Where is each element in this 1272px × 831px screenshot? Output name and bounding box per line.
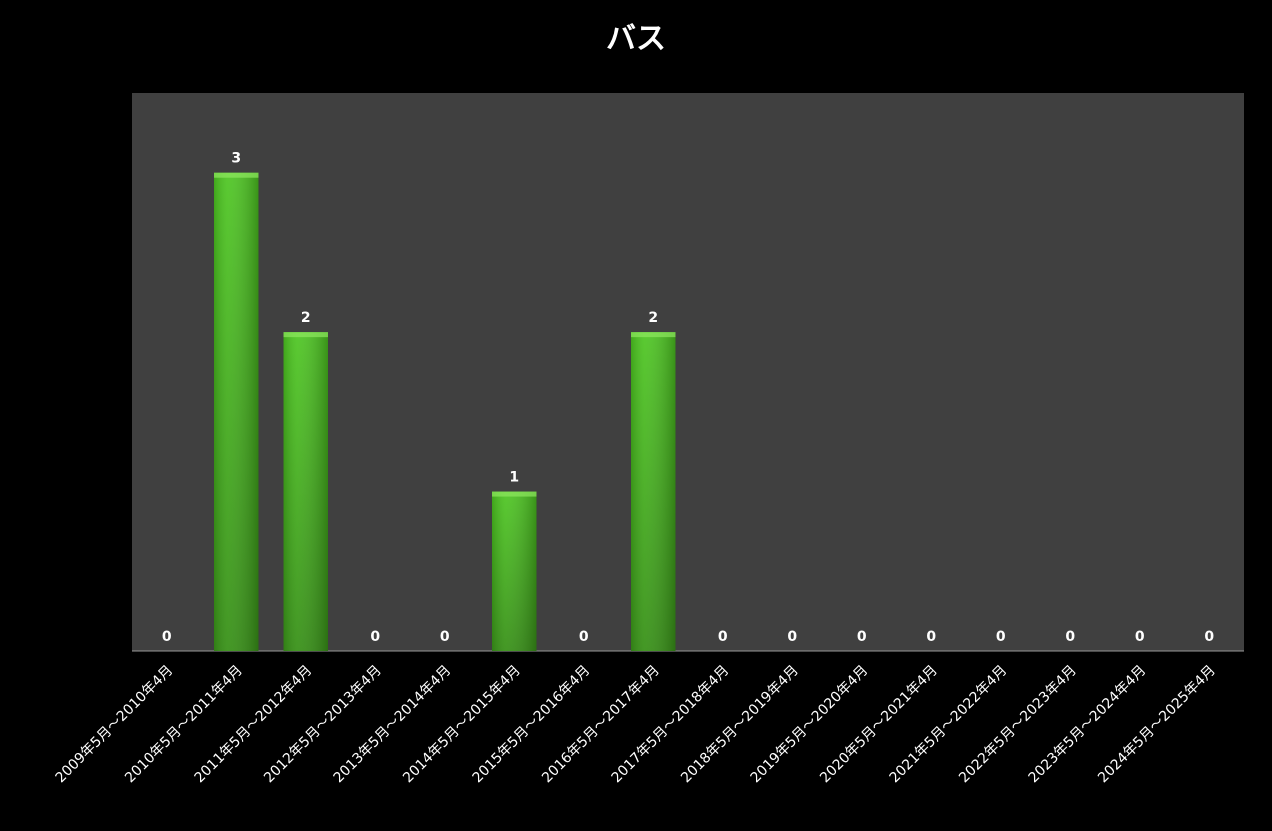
- bar-group: [492, 491, 537, 651]
- chart-title: バス: [606, 22, 666, 57]
- data-label: 0: [787, 629, 797, 645]
- x-tick-label: 2024年5月～2025年4月: [1095, 662, 1219, 786]
- bar-bevel: [492, 491, 537, 497]
- data-label: 0: [1065, 629, 1075, 645]
- bar-group: [283, 332, 328, 651]
- data-label: 0: [440, 629, 450, 645]
- bar-shading: [214, 172, 259, 651]
- data-label: 2: [301, 310, 311, 326]
- bar-shading: [283, 332, 328, 651]
- bar-bevel: [283, 332, 328, 338]
- x-tick-label: 2019年5月～2020年4月: [748, 662, 872, 786]
- x-tick-label: 2011年5月～2012年4月: [192, 662, 316, 786]
- bar-group: [631, 332, 676, 651]
- data-label: 2: [648, 310, 658, 326]
- bar-bevel: [631, 332, 676, 338]
- data-label: 0: [857, 629, 867, 645]
- data-label: 0: [370, 629, 380, 645]
- x-tick-label: 2013年5月～2014年4月: [331, 662, 455, 786]
- data-label: 1: [509, 470, 519, 486]
- x-tick-label: 2014年5月～2015年4月: [400, 662, 524, 786]
- x-tick-label: 2012年5月～2013年4月: [261, 662, 385, 786]
- x-tick-label: 2018年5月～2019年4月: [678, 662, 802, 786]
- bar-bevel: [214, 172, 259, 178]
- bar-shading: [492, 491, 537, 651]
- x-tick-label: 2009年5月～2010年4月: [53, 662, 177, 786]
- data-label: 3: [231, 151, 241, 167]
- x-tick-label: 2010年5月～2011年4月: [122, 662, 246, 786]
- data-label: 0: [162, 629, 172, 645]
- data-label: 0: [996, 629, 1006, 645]
- data-label: 0: [718, 629, 728, 645]
- x-tick-label: 2023年5月～2024年4月: [1026, 662, 1150, 786]
- bar-group: [214, 172, 259, 651]
- x-tick-label: 2017年5月～2018年4月: [609, 662, 733, 786]
- x-tick-label: 2022年5月～2023年4月: [956, 662, 1080, 786]
- x-tick-label: 2020年5月～2021年4月: [817, 662, 941, 786]
- data-label: 0: [1204, 629, 1214, 645]
- bar-shading: [631, 332, 676, 651]
- data-label: 0: [926, 629, 936, 645]
- data-label: 0: [1135, 629, 1145, 645]
- x-tick-label: 2021年5月～2022年4月: [887, 662, 1011, 786]
- x-tick-label: 2016年5月～2017年4月: [539, 662, 663, 786]
- data-label: 0: [579, 629, 589, 645]
- x-tick-label: 2015年5月～2016年4月: [470, 662, 594, 786]
